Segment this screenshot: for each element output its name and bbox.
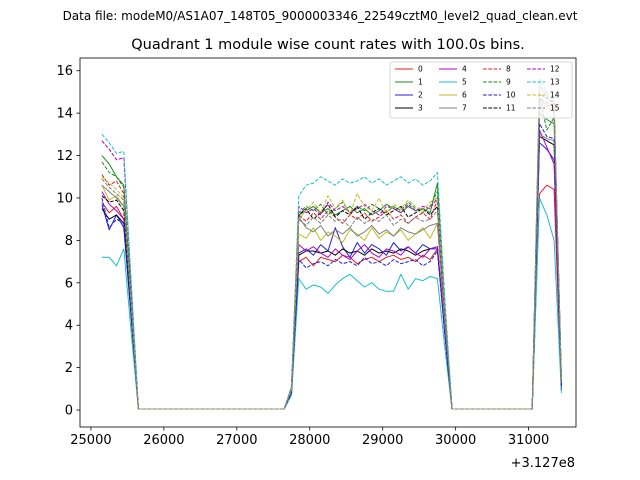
x-offset-label: +3.127e8 xyxy=(511,456,575,471)
legend-label-6: 6 xyxy=(462,91,467,100)
legend-label-1: 1 xyxy=(418,78,423,87)
legend-label-8: 8 xyxy=(506,65,511,74)
plot-area: 25000 26000 27000 28000 29000 30000 31000 0 2 4 6 8… xyxy=(56,57,577,448)
legend-label-15: 15 xyxy=(550,104,560,113)
legend-label-12: 12 xyxy=(550,65,560,74)
y-tick-label: 16 xyxy=(56,64,73,79)
legend-label-11: 11 xyxy=(506,104,516,113)
x-tick-label: 27000 xyxy=(216,433,257,448)
legend-label-13: 13 xyxy=(550,78,560,87)
y-tick-label: 8 xyxy=(65,234,73,249)
legend-label-7: 7 xyxy=(462,104,467,113)
legend-label-0: 0 xyxy=(418,65,423,74)
y-tick-label: 0 xyxy=(65,404,73,419)
y-tick-label: 12 xyxy=(56,149,73,164)
x-tick-label: 30000 xyxy=(435,433,476,448)
x-tick-label: 29000 xyxy=(362,433,403,448)
y-tick-label: 6 xyxy=(65,276,73,291)
chart-title: Quadrant 1 module wise count rates with … xyxy=(131,37,525,53)
legend-box xyxy=(389,61,573,119)
legend-label-14: 14 xyxy=(550,91,560,100)
axes-frame xyxy=(79,57,577,428)
x-tick-label: 25000 xyxy=(70,433,111,448)
series-line-15 xyxy=(101,85,562,410)
y-tick-label: 10 xyxy=(56,191,73,206)
series-line-14 xyxy=(101,87,562,410)
x-tick-label: 31000 xyxy=(508,433,549,448)
figure-supertitle: Data file: modeM0/AS1A07_148T05_90000033… xyxy=(63,9,578,23)
legend-label-9: 9 xyxy=(506,78,511,87)
legend-label-10: 10 xyxy=(506,91,516,100)
legend-label-2: 2 xyxy=(418,91,423,100)
x-tick-label: 26000 xyxy=(143,433,184,448)
legend-label-3: 3 xyxy=(418,104,423,113)
y-tick-label: 4 xyxy=(65,319,73,334)
y-tick-label: 14 xyxy=(56,107,73,122)
x-tick-label: 28000 xyxy=(289,433,330,448)
legend-label-4: 4 xyxy=(462,65,467,74)
legend-label-5: 5 xyxy=(462,78,467,87)
y-tick-label: 2 xyxy=(65,361,73,376)
